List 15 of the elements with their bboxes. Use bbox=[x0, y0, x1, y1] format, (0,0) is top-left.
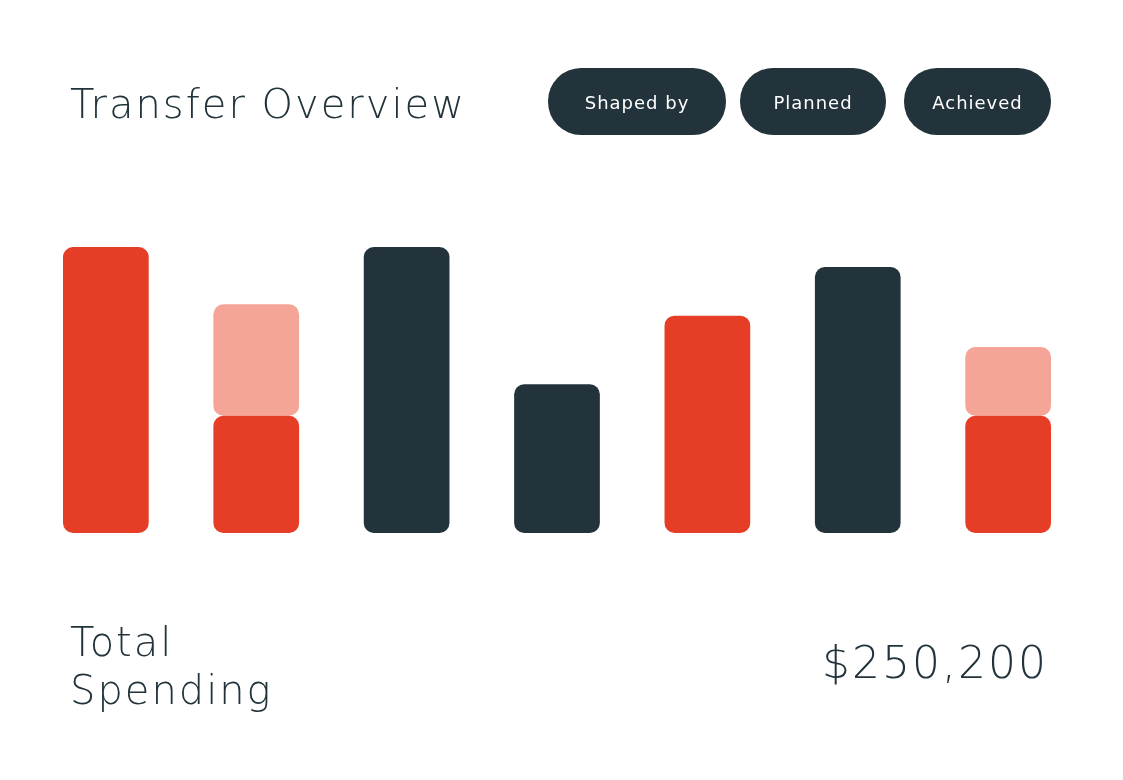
bar bbox=[814, 267, 901, 533]
bar bbox=[664, 315, 751, 533]
bar bbox=[514, 384, 600, 533]
text: $250,200 bbox=[822, 637, 1048, 688]
text: Achieved bbox=[932, 92, 1023, 113]
bar bbox=[213, 304, 300, 416]
chart-title: Transfer Overview bbox=[70, 81, 466, 127]
text: Planned bbox=[773, 92, 853, 113]
bar bbox=[363, 247, 450, 533]
text: Shaped by bbox=[584, 92, 690, 113]
text: Total Spending bbox=[70, 619, 273, 713]
bar bbox=[213, 415, 300, 533]
bar bbox=[965, 415, 1051, 533]
bar bbox=[965, 347, 1051, 416]
bar bbox=[63, 247, 149, 533]
